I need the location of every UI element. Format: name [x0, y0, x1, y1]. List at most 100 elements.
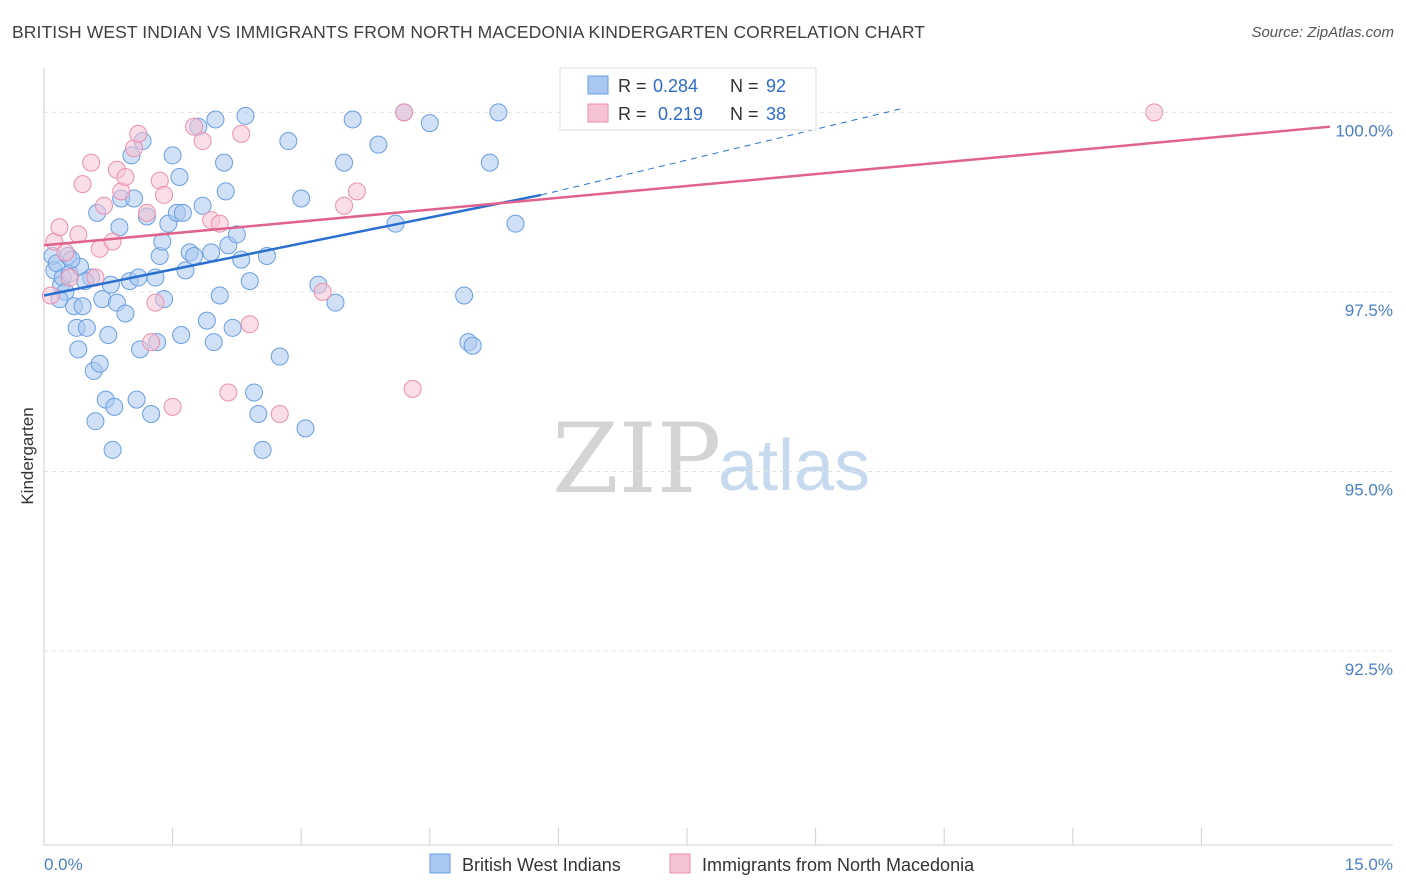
point-north-macedonia-37: [1145, 103, 1164, 122]
trend-lines: [43, 108, 1331, 297]
legend-label-immigrants-north-macedonia: Immigrants from North Macedonia: [702, 855, 975, 875]
point-north-macedonia-3: [56, 243, 75, 262]
watermark: ZIP atlas: [552, 403, 870, 515]
watermark-atlas: atlas: [718, 426, 870, 506]
point-north-macedonia-4: [60, 268, 79, 287]
trend-line-north-macedonia: [43, 125, 1331, 247]
y-tick-label-0: 100.0%: [1335, 121, 1393, 140]
point-british-west-indians-71: [343, 110, 362, 129]
point-north-macedonia-27: [219, 383, 238, 402]
point-british-west-indians-16: [86, 412, 105, 431]
point-north-macedonia-21: [155, 185, 174, 204]
point-british-west-indians-20: [99, 326, 118, 344]
point-british-west-indians-24: [110, 218, 129, 237]
legend-swatch-british-west-indians: [429, 853, 451, 874]
point-british-west-indians-89: [204, 333, 223, 352]
legend-swatch-blue: [587, 75, 609, 95]
legend-n-value-2: 38: [766, 104, 786, 124]
point-british-west-indians-58: [236, 106, 255, 125]
point-north-macedonia-16: [129, 124, 148, 143]
point-british-west-indians-48: [193, 196, 212, 215]
point-british-west-indians-56: [227, 225, 246, 244]
point-british-west-indians-22: [105, 397, 124, 416]
point-british-west-indians-88: [173, 203, 192, 222]
point-british-west-indians-10: [69, 340, 88, 359]
point-north-macedonia-19: [146, 293, 165, 312]
trend-line-british-west-indians-extension: [541, 108, 902, 196]
point-british-west-indians-90: [216, 182, 235, 201]
source-label: Source: ZipAtlas.com: [1251, 24, 1394, 41]
point-british-west-indians-46: [185, 246, 204, 265]
point-british-west-indians-51: [206, 110, 225, 129]
point-british-west-indians-76: [455, 286, 474, 305]
point-british-west-indians-65: [279, 132, 298, 151]
point-british-west-indians-59: [240, 272, 259, 291]
point-british-west-indians-21: [103, 440, 122, 459]
point-north-macedonia-29: [240, 315, 259, 334]
point-north-macedonia-32: [335, 196, 354, 215]
point-british-west-indians-52: [210, 286, 229, 305]
legend-r-label-1: R =: [618, 76, 647, 96]
point-north-macedonia-23: [185, 117, 204, 136]
axes: [43, 68, 1393, 846]
point-british-west-indians-62: [253, 440, 272, 459]
y-tick-label-1: 97.5%: [1345, 301, 1393, 320]
point-british-west-indians-13: [77, 318, 96, 337]
legend-r-value-1: 0.284: [653, 76, 698, 96]
legend-n-label-2: N =: [730, 104, 759, 124]
legend-r-label-2: R =: [618, 104, 647, 124]
point-british-west-indians-43: [172, 326, 191, 344]
legend-swatch-immigrants-north-macedonia: [669, 853, 691, 874]
point-british-west-indians-75: [420, 114, 439, 133]
y-tick-labels: 100.0% 97.5% 95.0% 92.5%: [1335, 121, 1393, 679]
point-north-macedonia-35: [403, 379, 422, 398]
correlation-legend: R = 0.284 N = 92 R = 0.219 N = 38: [559, 67, 817, 131]
point-north-macedonia-6: [73, 175, 92, 194]
legend-label-british-west-indians: British West Indians: [462, 855, 621, 875]
point-british-west-indians-53: [215, 153, 234, 172]
point-north-macedonia-28: [232, 124, 251, 143]
point-british-west-indians-40: [163, 146, 182, 165]
legend-n-value-1: 92: [766, 76, 786, 96]
point-north-macedonia-33: [347, 182, 366, 201]
y-tick-label-2: 95.0%: [1345, 480, 1393, 499]
chart-title: BRITISH WEST INDIAN VS IMMIGRANTS FROM N…: [12, 22, 926, 42]
point-british-west-indians-64: [270, 347, 289, 366]
point-british-west-indians-26: [116, 304, 135, 323]
point-british-west-indians-55: [223, 318, 242, 337]
point-british-west-indians-69: [326, 293, 345, 312]
point-british-west-indians-79: [480, 153, 499, 172]
legend-r-value-2: 0.219: [658, 104, 703, 124]
point-north-macedonia-31: [313, 282, 332, 301]
y-axis-title: Kindergarten: [18, 407, 37, 504]
y-tick-label-3: 92.5%: [1345, 660, 1393, 679]
point-british-west-indians-61: [249, 405, 268, 424]
point-british-west-indians-67: [296, 419, 315, 438]
point-british-west-indians-66: [292, 189, 311, 208]
point-british-west-indians-72: [369, 135, 388, 154]
point-british-west-indians-34: [142, 405, 161, 424]
point-north-macedonia-2: [50, 218, 69, 237]
point-british-west-indians-60: [245, 383, 264, 402]
point-british-west-indians-91: [489, 103, 508, 122]
point-british-west-indians-50: [202, 243, 221, 262]
series-immigrants-north-macedonia: [41, 103, 1164, 424]
point-british-west-indians-78: [463, 336, 482, 355]
point-north-macedonia-14: [116, 167, 135, 186]
watermark-zip: ZIP: [552, 403, 721, 515]
point-british-west-indians-70: [335, 153, 354, 172]
legend-n-label-1: N =: [730, 76, 759, 96]
legend-swatch-pink: [587, 103, 609, 123]
point-british-west-indians-86: [127, 390, 146, 409]
trend-line-british-west-indians: [43, 193, 542, 297]
point-british-west-indians-17: [90, 354, 109, 373]
x-tick-label-0: 0.0%: [44, 855, 83, 874]
x-tick-label-1: 15.0%: [1345, 855, 1393, 874]
point-north-macedonia-17: [137, 203, 156, 222]
point-north-macedonia-22: [163, 397, 182, 416]
point-british-west-indians-49: [197, 311, 216, 330]
point-north-macedonia-18: [142, 333, 161, 352]
point-british-west-indians-42: [170, 167, 189, 186]
point-north-macedonia-34: [395, 103, 414, 122]
